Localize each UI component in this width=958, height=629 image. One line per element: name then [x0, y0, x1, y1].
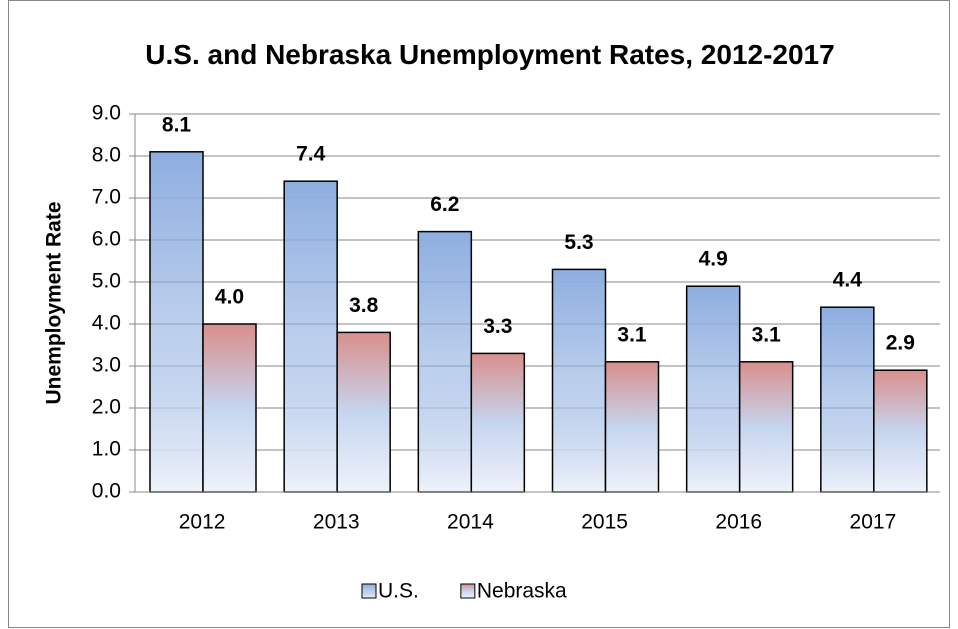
legend-label: Nebraska: [477, 580, 567, 603]
y-tick-label: 9.0: [92, 102, 121, 125]
x-tick-label: 2017: [850, 511, 897, 534]
y-tick-label: 0.0: [92, 480, 121, 503]
y-tick-label: 5.0: [92, 270, 121, 293]
y-tick-label: 8.0: [92, 144, 121, 167]
bar: [820, 306, 875, 493]
bar: [604, 361, 660, 493]
bar: [202, 323, 257, 493]
bar: [738, 361, 794, 493]
data-label: 3.8: [349, 294, 379, 317]
data-label: 2.9: [886, 332, 915, 355]
bar: [551, 268, 607, 493]
x-tick-label: 2016: [715, 511, 762, 534]
data-label: 4.4: [833, 269, 863, 292]
x-tick-label: 2012: [179, 511, 226, 534]
data-label: 4.9: [699, 248, 728, 271]
data-label: 8.1: [162, 113, 192, 136]
bar: [336, 331, 391, 493]
bar: [685, 285, 741, 493]
bar: [283, 180, 338, 493]
y-tick-label: 7.0: [92, 186, 121, 209]
bar: [417, 230, 473, 493]
chart-title: U.S. and Nebraska Unemployment Rates, 20…: [145, 39, 835, 70]
bar: [873, 369, 928, 493]
data-label: 5.3: [564, 231, 593, 254]
bar: [149, 151, 204, 493]
data-label: 3.1: [752, 323, 782, 346]
y-tick-label: 3.0: [92, 354, 121, 377]
y-tick-label: 2.0: [92, 396, 121, 419]
data-label: 6.2: [430, 193, 459, 216]
x-tick-label: 2013: [313, 511, 360, 534]
y-tick-label: 6.0: [92, 228, 121, 251]
y-tick-label: 4.0: [92, 312, 121, 335]
data-label: 4.0: [215, 286, 244, 309]
bar: [470, 352, 526, 493]
chart-border: [8, 0, 950, 628]
y-tick-label: 1.0: [92, 438, 121, 461]
data-label: 3.1: [617, 323, 647, 346]
y-axis-label: Unemployment Rate: [43, 201, 66, 404]
x-tick-label: 2015: [581, 511, 628, 534]
legend-swatch: [460, 583, 476, 599]
data-label: 3.3: [483, 315, 512, 338]
legend-label: U.S.: [378, 580, 419, 603]
data-label: 7.4: [296, 143, 326, 166]
x-tick-label: 2014: [447, 511, 494, 534]
legend-swatch: [361, 583, 377, 599]
